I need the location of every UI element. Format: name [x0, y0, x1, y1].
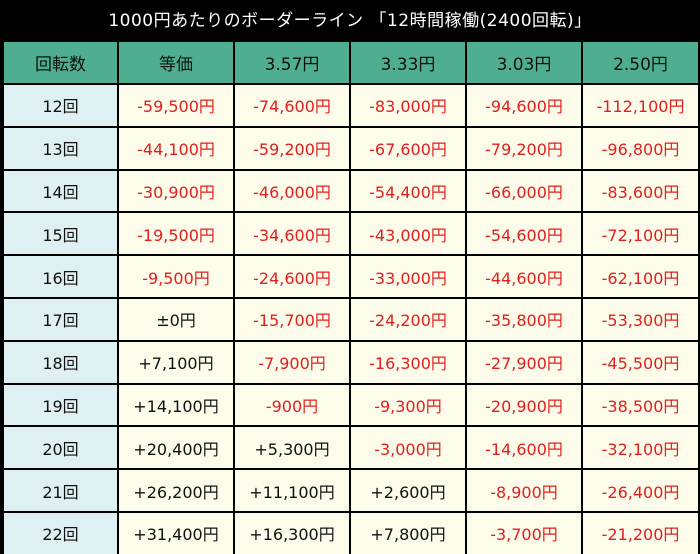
table-cell-balance: +11,100円 — [235, 470, 349, 511]
column-header-rate: 2.50円 — [583, 42, 698, 83]
table-cell-balance: -72,100円 — [583, 213, 698, 255]
row-header-spins: 19回 — [4, 384, 117, 426]
row-header-spins: 13回 — [4, 127, 117, 169]
row-header-spins: 21回 — [4, 470, 117, 511]
table-cell-balance: -3,700円 — [467, 512, 581, 554]
table-cell-balance: -59,500円 — [119, 85, 233, 126]
table-cell-balance: -79,200円 — [467, 127, 581, 169]
table-cell-balance: -62,100円 — [583, 256, 698, 297]
column-header-spins: 回転数 — [4, 42, 117, 83]
table-cell-balance: -46,000円 — [235, 170, 349, 212]
table-cell-balance: -94,600円 — [467, 85, 581, 126]
row-header-spins: 16回 — [4, 256, 117, 297]
table-cell-balance: -112,100円 — [583, 85, 698, 126]
column-header-rate: 3.03円 — [467, 42, 581, 83]
table-cell-balance: -53,300円 — [583, 298, 698, 340]
table-cell-balance: -3,000円 — [351, 427, 465, 469]
table-cell-balance: -26,400円 — [583, 470, 698, 511]
table-cell-balance: +16,300円 — [235, 512, 349, 554]
table-cell-balance: -83,600円 — [583, 170, 698, 212]
table-cell-balance: -59,200円 — [235, 127, 349, 169]
column-header-rate: 等価 — [119, 42, 233, 83]
table-cell-balance: -30,900円 — [119, 170, 233, 212]
table-cell-balance: +26,200円 — [119, 470, 233, 511]
table-cell-balance: -8,900円 — [467, 470, 581, 511]
table-cell-balance: -43,000円 — [351, 213, 465, 255]
table-cell-balance: -14,600円 — [467, 427, 581, 469]
table-cell-balance: -67,600円 — [351, 127, 465, 169]
table-cell-balance: -66,000円 — [467, 170, 581, 212]
row-header-spins: 22回 — [4, 512, 117, 554]
table-title: 1000円あたりのボーダーライン 「12時間稼働(2400回転)」 — [108, 11, 592, 31]
row-header-spins: 17回 — [4, 298, 117, 340]
table-cell-balance: +2,600円 — [351, 470, 465, 511]
table-cell-balance: -20,900円 — [467, 384, 581, 426]
column-header-rate: 3.33円 — [351, 42, 465, 83]
table-cell-balance: -24,200円 — [351, 298, 465, 340]
table-cell-balance: -9,300円 — [351, 384, 465, 426]
table-cell-balance: -45,500円 — [583, 341, 698, 383]
table-cell-balance: -54,400円 — [351, 170, 465, 212]
table-cell-balance: +7,100円 — [119, 341, 233, 383]
table-cell-balance: +14,100円 — [119, 384, 233, 426]
row-header-spins: 18回 — [4, 341, 117, 383]
table-cell-balance: -38,500円 — [583, 384, 698, 426]
table-cell-balance: -32,100円 — [583, 427, 698, 469]
row-header-spins: 12回 — [4, 85, 117, 126]
row-header-spins: 20回 — [4, 427, 117, 469]
table-cell-balance: ±0円 — [119, 298, 233, 340]
table-cell-balance: -33,000円 — [351, 256, 465, 297]
column-header-rate: 3.57円 — [235, 42, 349, 83]
table-cell-balance: -35,800円 — [467, 298, 581, 340]
row-header-spins: 15回 — [4, 213, 117, 255]
border-line-table: 回転数 等価 3.57円 3.33円 3.03円 2.50円 12回 -59,500円 -74,… — [4, 42, 698, 554]
table-cell-balance: -44,600円 — [467, 256, 581, 297]
table-cell-balance: -21,200円 — [583, 512, 698, 554]
table-cell-balance: -24,600円 — [235, 256, 349, 297]
table-cell-balance: -15,700円 — [235, 298, 349, 340]
row-header-spins: 14回 — [4, 170, 117, 212]
table-cell-balance: -34,600円 — [235, 213, 349, 255]
table-cell-balance: +20,400円 — [119, 427, 233, 469]
table-cell-balance: -54,600円 — [467, 213, 581, 255]
table-cell-balance: -9,500円 — [119, 256, 233, 297]
table-cell-balance: -19,500円 — [119, 213, 233, 255]
table-cell-balance: -44,100円 — [119, 127, 233, 169]
table-cell-balance: +7,800円 — [351, 512, 465, 554]
table-cell-balance: -16,300円 — [351, 341, 465, 383]
table-cell-balance: -7,900円 — [235, 341, 349, 383]
table-cell-balance: -900円 — [235, 384, 349, 426]
table-cell-balance: -83,000円 — [351, 85, 465, 126]
table-cell-balance: -27,900円 — [467, 341, 581, 383]
table-cell-balance: +31,400円 — [119, 512, 233, 554]
table-cell-balance: +5,300円 — [235, 427, 349, 469]
table-cell-balance: -96,800円 — [583, 127, 698, 169]
table-cell-balance: -74,600円 — [235, 85, 349, 126]
